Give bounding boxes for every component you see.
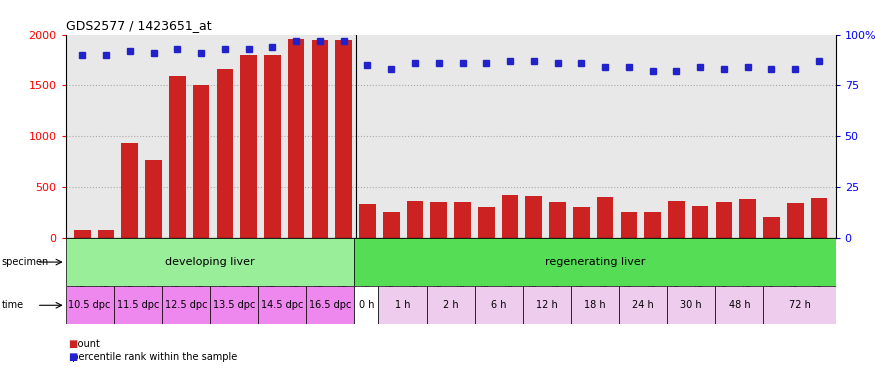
Bar	[427, 286, 475, 324]
Text: 1 h: 1 h	[395, 300, 410, 310]
Bar	[523, 286, 571, 324]
Text: 11.5 dpc: 11.5 dpc	[116, 300, 159, 310]
Bar	[550, 202, 566, 238]
Text: 10.5 dpc: 10.5 dpc	[68, 300, 111, 310]
Bar	[407, 202, 423, 238]
Bar	[312, 40, 328, 238]
Text: 24 h: 24 h	[633, 300, 654, 310]
Text: GDS2577 / 1423651_at: GDS2577 / 1423651_at	[66, 19, 211, 32]
Bar	[74, 230, 91, 238]
Text: 16.5 dpc: 16.5 dpc	[309, 300, 352, 310]
Bar	[668, 201, 685, 238]
Bar	[98, 230, 115, 238]
Text: 14.5 dpc: 14.5 dpc	[261, 300, 304, 310]
Text: percentile rank within the sample: percentile rank within the sample	[66, 352, 237, 362]
Text: regenerating liver: regenerating liver	[545, 257, 645, 267]
Bar	[692, 205, 709, 238]
Text: 0 h: 0 h	[359, 300, 374, 310]
Bar	[620, 286, 668, 324]
Text: 2 h: 2 h	[443, 300, 458, 310]
Bar	[478, 207, 494, 238]
Bar	[501, 195, 518, 238]
Text: 13.5 dpc: 13.5 dpc	[213, 300, 256, 310]
Bar	[122, 144, 138, 238]
Bar	[288, 39, 304, 238]
Bar	[354, 286, 379, 324]
Bar	[114, 286, 162, 324]
Text: ■: ■	[68, 352, 78, 362]
Text: 48 h: 48 h	[729, 300, 750, 310]
Bar	[573, 207, 590, 238]
Bar	[264, 55, 281, 238]
Bar	[716, 286, 763, 324]
Bar	[192, 86, 209, 238]
Text: 18 h: 18 h	[584, 300, 605, 310]
Text: count: count	[66, 339, 100, 349]
Text: time: time	[2, 300, 24, 310]
Text: specimen: specimen	[2, 257, 49, 267]
Bar	[763, 217, 780, 238]
Bar	[668, 286, 716, 324]
Bar	[787, 204, 803, 238]
Text: 12.5 dpc: 12.5 dpc	[164, 300, 207, 310]
Bar	[359, 205, 375, 238]
Text: ■: ■	[68, 339, 78, 349]
Bar	[383, 212, 400, 238]
Text: 6 h: 6 h	[491, 300, 507, 310]
Bar	[763, 286, 836, 324]
Bar	[526, 196, 542, 238]
Bar	[306, 286, 354, 324]
Text: 12 h: 12 h	[536, 300, 557, 310]
Bar	[162, 286, 210, 324]
Bar	[354, 238, 836, 286]
Bar	[430, 202, 447, 238]
Bar	[739, 199, 756, 238]
Text: 72 h: 72 h	[788, 300, 810, 310]
Text: 30 h: 30 h	[681, 300, 702, 310]
Text: developing liver: developing liver	[165, 257, 255, 267]
Bar	[454, 202, 471, 238]
Bar	[216, 69, 233, 238]
Bar	[145, 160, 162, 238]
Bar	[810, 198, 827, 238]
Bar	[597, 197, 613, 238]
Bar	[571, 286, 620, 324]
Bar	[66, 286, 114, 324]
Bar	[475, 286, 523, 324]
Bar	[620, 212, 637, 238]
Bar	[379, 286, 427, 324]
Bar	[66, 238, 354, 286]
Bar	[258, 286, 306, 324]
Bar	[210, 286, 258, 324]
Bar	[644, 212, 661, 238]
Bar	[241, 55, 257, 238]
Bar	[169, 76, 186, 238]
Bar	[335, 40, 352, 238]
Bar	[716, 202, 732, 238]
